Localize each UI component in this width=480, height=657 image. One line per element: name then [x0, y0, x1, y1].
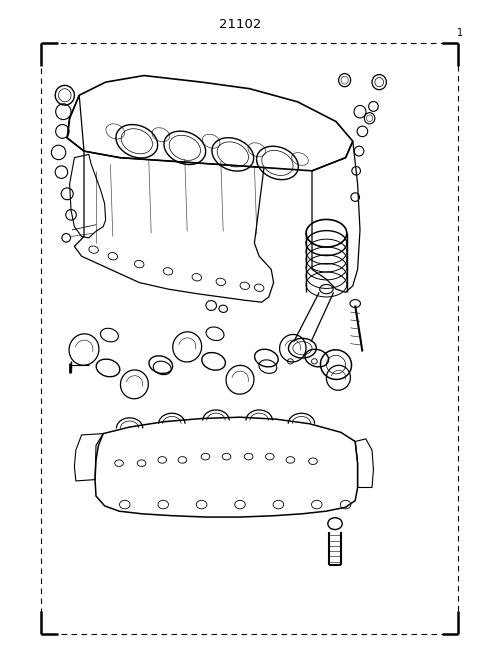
Bar	[41, 43, 458, 634]
Text: 21102: 21102	[219, 18, 261, 32]
Text: 1: 1	[457, 28, 463, 37]
